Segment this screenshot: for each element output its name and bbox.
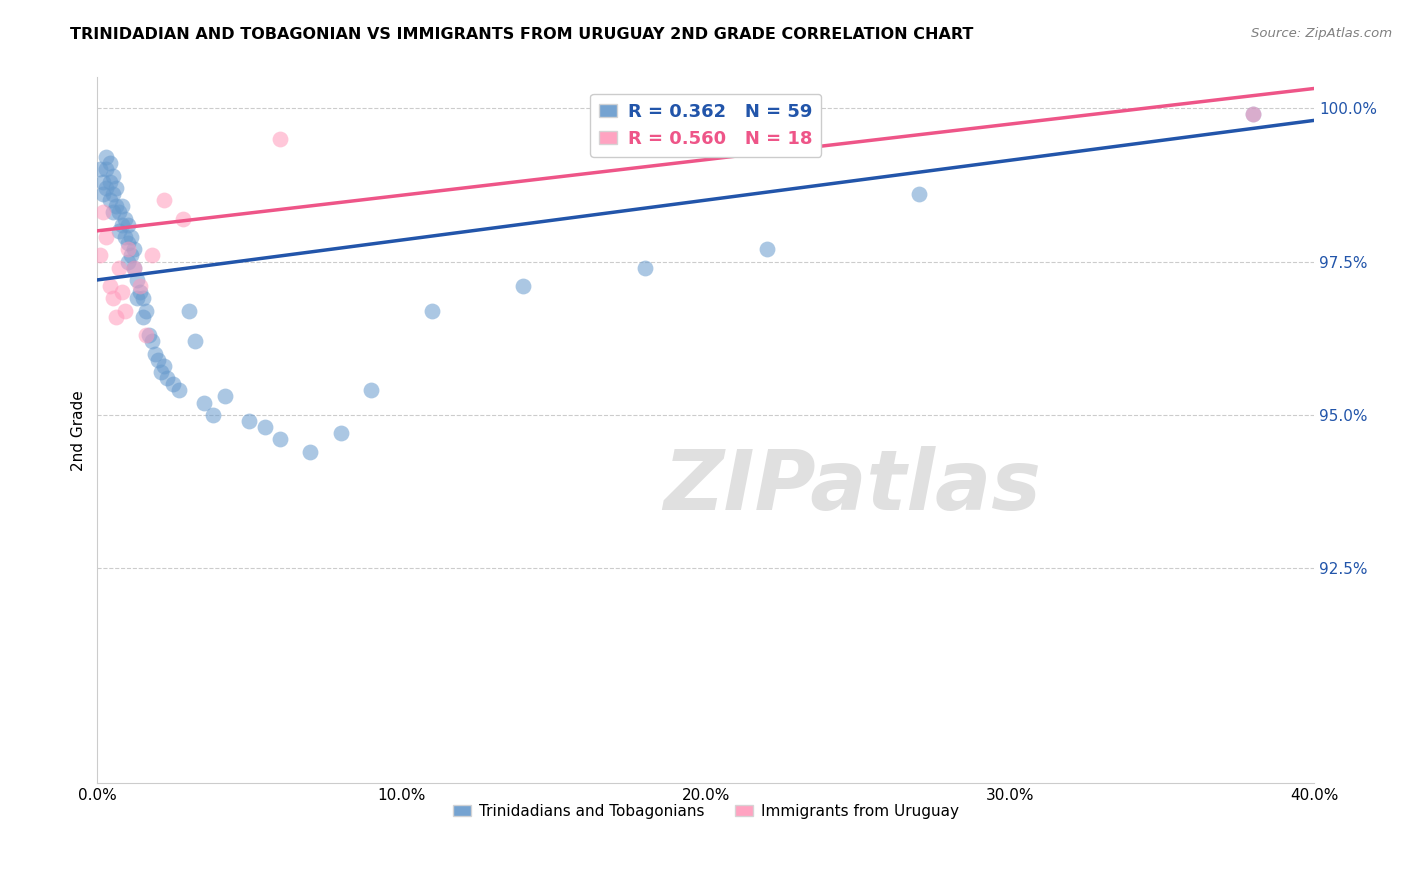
Point bbox=[420, 303, 443, 318]
Point bbox=[114, 303, 136, 318]
Point bbox=[153, 359, 176, 373]
Point bbox=[148, 352, 170, 367]
Point bbox=[129, 279, 152, 293]
Point bbox=[138, 328, 160, 343]
Point bbox=[101, 205, 124, 219]
Point bbox=[98, 193, 121, 207]
Point bbox=[104, 310, 127, 324]
Point bbox=[104, 181, 127, 195]
Point bbox=[89, 248, 111, 262]
Point bbox=[117, 236, 139, 251]
Point bbox=[120, 248, 142, 262]
Point bbox=[201, 408, 224, 422]
Point bbox=[96, 230, 118, 244]
Point bbox=[122, 260, 145, 275]
Point bbox=[122, 242, 145, 256]
Point bbox=[135, 328, 157, 343]
Point bbox=[512, 279, 534, 293]
Point bbox=[111, 218, 134, 232]
Point bbox=[104, 199, 127, 213]
Point bbox=[238, 414, 260, 428]
Point bbox=[98, 279, 121, 293]
Point bbox=[114, 230, 136, 244]
Point bbox=[162, 377, 184, 392]
Point bbox=[150, 365, 173, 379]
Point bbox=[269, 132, 291, 146]
Point bbox=[101, 169, 124, 183]
Point bbox=[1241, 107, 1264, 121]
Point bbox=[98, 175, 121, 189]
Point bbox=[177, 303, 200, 318]
Point bbox=[169, 384, 191, 398]
Point bbox=[117, 254, 139, 268]
Text: ZIPatlas: ZIPatlas bbox=[662, 446, 1040, 527]
Point bbox=[183, 334, 205, 349]
Point bbox=[125, 291, 148, 305]
Point bbox=[141, 248, 163, 262]
Point bbox=[132, 310, 155, 324]
Point bbox=[214, 389, 236, 403]
Point bbox=[120, 230, 142, 244]
Point bbox=[96, 150, 118, 164]
Point bbox=[101, 187, 124, 202]
Point bbox=[329, 426, 352, 441]
Point bbox=[117, 242, 139, 256]
Text: Source: ZipAtlas.com: Source: ZipAtlas.com bbox=[1251, 27, 1392, 40]
Point bbox=[907, 187, 929, 202]
Point bbox=[93, 187, 115, 202]
Y-axis label: 2nd Grade: 2nd Grade bbox=[72, 390, 86, 471]
Point bbox=[141, 334, 163, 349]
Point bbox=[143, 346, 166, 360]
Legend: Trinidadians and Tobagonians, Immigrants from Uruguay: Trinidadians and Tobagonians, Immigrants… bbox=[447, 797, 965, 825]
Point bbox=[253, 420, 276, 434]
Point bbox=[107, 224, 129, 238]
Point bbox=[107, 260, 129, 275]
Point bbox=[111, 199, 134, 213]
Text: TRINIDADIAN AND TOBAGONIAN VS IMMIGRANTS FROM URUGUAY 2ND GRADE CORRELATION CHAR: TRINIDADIAN AND TOBAGONIAN VS IMMIGRANTS… bbox=[70, 27, 974, 42]
Point bbox=[1241, 107, 1264, 121]
Point bbox=[93, 175, 115, 189]
Point bbox=[156, 371, 179, 385]
Point bbox=[360, 384, 382, 398]
Point bbox=[755, 242, 778, 256]
Point bbox=[122, 260, 145, 275]
Point bbox=[135, 303, 157, 318]
Point bbox=[172, 211, 194, 226]
Point bbox=[96, 162, 118, 177]
Point bbox=[125, 273, 148, 287]
Point bbox=[93, 205, 115, 219]
Point bbox=[101, 291, 124, 305]
Point bbox=[111, 285, 134, 300]
Point bbox=[153, 193, 176, 207]
Point bbox=[299, 444, 322, 458]
Point bbox=[132, 291, 155, 305]
Point bbox=[89, 162, 111, 177]
Point bbox=[193, 395, 215, 409]
Point bbox=[269, 433, 291, 447]
Point bbox=[117, 218, 139, 232]
Point bbox=[96, 181, 118, 195]
Point bbox=[98, 156, 121, 170]
Point bbox=[129, 285, 152, 300]
Point bbox=[634, 260, 657, 275]
Point bbox=[107, 205, 129, 219]
Point bbox=[114, 211, 136, 226]
